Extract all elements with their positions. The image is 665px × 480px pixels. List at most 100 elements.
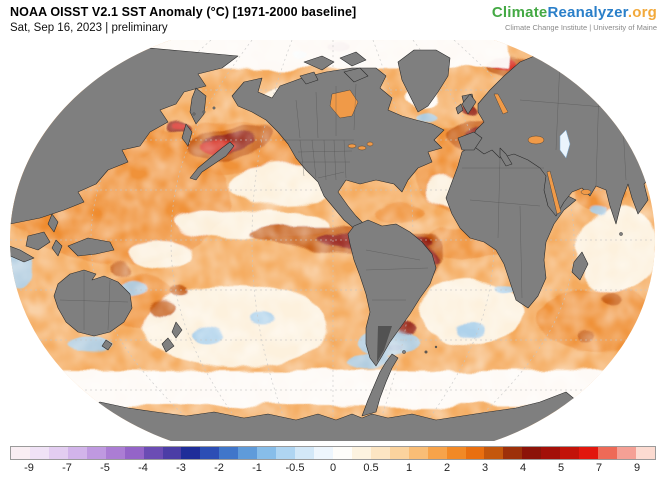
colorbar-tick-label: -3 <box>176 462 186 474</box>
sakhalin <box>181 123 193 147</box>
colorbar-segment <box>29 447 49 459</box>
brand-reanalyzer: Reanalyzer <box>547 4 628 21</box>
colorbar-segment <box>200 447 220 459</box>
iberia <box>457 131 483 151</box>
tasmania <box>101 339 113 351</box>
colorbar-tick-label: 3 <box>481 462 489 474</box>
japan <box>189 141 235 181</box>
page-title: NOAA OISST V2.1 SST Anomaly (°C) [1971-2… <box>10 5 357 19</box>
black-sea <box>527 135 545 145</box>
caspian-sea <box>559 129 571 159</box>
colorbar: -9 -7 -5 -4 -3 -2 -1 -0.5 0 0.5 1 2 3 4 5 7 9 <box>10 446 656 479</box>
dark-terrain-accents <box>377 326 438 362</box>
philippines <box>47 213 59 233</box>
sulawesi <box>51 239 63 257</box>
colorbar-segment <box>86 447 106 459</box>
colorbar-tick-label: -1 <box>252 462 262 474</box>
colorbar-gradient <box>10 446 656 460</box>
sumatra-java <box>10 243 35 263</box>
lakes-and-inland-seas <box>329 89 592 215</box>
colorbar-tick-label: -5 <box>100 462 110 474</box>
new-guinea <box>67 237 115 257</box>
colorbar-segment <box>635 447 655 459</box>
antarctic-peninsula <box>361 353 399 417</box>
colorbar-segment <box>219 447 239 459</box>
colorbar-segment <box>370 447 390 459</box>
colorbar-tick-label: 7 <box>595 462 603 474</box>
madagascar <box>571 251 589 281</box>
colorbar-segment <box>162 447 182 459</box>
colorbar-tick-label: -0.5 <box>285 462 305 474</box>
colorbar-segment <box>351 447 371 459</box>
colorbar-segment <box>446 447 466 459</box>
colorbar-segment <box>579 447 599 459</box>
greenland <box>397 49 451 113</box>
colorbar-segment <box>143 447 163 459</box>
great-lakes <box>357 145 367 151</box>
colorbar-tick-label: 0.5 <box>363 462 379 474</box>
colorbar-tick-label: 2 <box>443 462 451 474</box>
sri-lanka <box>619 232 623 236</box>
baltic-sea <box>493 93 509 115</box>
new-zealand-north <box>171 321 183 339</box>
great-lakes <box>366 141 374 147</box>
colorbar-segment <box>389 447 409 459</box>
colorbar-segment <box>105 447 125 459</box>
red-sea <box>546 170 562 215</box>
aleutian-island <box>202 110 206 114</box>
north-america <box>231 67 445 239</box>
borneo <box>25 231 51 251</box>
australia <box>53 269 133 337</box>
hudson-bay <box>329 89 359 119</box>
colorbar-segment <box>238 447 258 459</box>
arctic-islands <box>339 51 367 67</box>
new-zealand-south <box>161 337 175 353</box>
colorbar-segment <box>124 447 144 459</box>
colorbar-segment <box>427 447 447 459</box>
colorbar-tick-label: -7 <box>62 462 72 474</box>
colorbar-tick-label: 5 <box>557 462 565 474</box>
colorbar-segment <box>541 447 561 459</box>
colorbar-segment <box>181 447 201 459</box>
colorbar-tick-label: 4 <box>519 462 527 474</box>
colorbar-segment <box>522 447 542 459</box>
aleutian-island <box>192 112 196 116</box>
arctic-islands <box>303 55 335 71</box>
south-america <box>347 219 437 367</box>
persian-gulf <box>580 189 592 195</box>
climate-reanalyzer-logo[interactable]: ClimateReanalyzer.org Climate Change Ins… <box>492 4 657 32</box>
colorbar-segment <box>598 447 617 459</box>
map-interior <box>10 40 655 441</box>
colorbar-segment <box>560 447 580 459</box>
colorbar-tick-label: 0 <box>329 462 337 474</box>
colorbar-segment <box>67 447 87 459</box>
colorbar-segment <box>276 447 296 459</box>
colorbar-segment <box>484 447 504 459</box>
date-subtitle: Sat, Sep 16, 2023 | preliminary <box>10 22 168 34</box>
colorbar-segment <box>314 447 333 459</box>
colorbar-tick-label: -2 <box>214 462 224 474</box>
aleutian-island <box>212 106 216 110</box>
brand-tagline: Climate Change Institute | University of… <box>504 23 657 32</box>
colorbar-labels: -9 -7 -5 -4 -3 -2 -1 -0.5 0 0.5 1 2 3 4 5 7 9 <box>10 462 656 479</box>
colorbar-segment <box>11 447 30 459</box>
colorbar-tick-label: 9 <box>633 462 641 474</box>
britain <box>461 93 477 115</box>
colorbar-tick-label: -9 <box>24 462 34 474</box>
colorbar-tick-label: 1 <box>405 462 413 474</box>
colorbar-segment <box>257 447 277 459</box>
colorbar-segment <box>465 447 485 459</box>
brand-name: ClimateReanalyzer.org <box>492 4 657 21</box>
header: NOAA OISST V2.1 SST Anomaly (°C) [1971-2… <box>10 5 356 34</box>
great-lakes <box>347 143 357 149</box>
colorbar-segment <box>295 447 314 459</box>
colorbar-tick-label: -4 <box>138 462 148 474</box>
brand-org: .org <box>627 4 657 21</box>
colorbar-segment <box>48 447 68 459</box>
colorbar-segment <box>617 447 636 459</box>
colorbar-segment <box>408 447 428 459</box>
colorbar-segment <box>332 447 352 459</box>
brand-climate: Climate <box>491 4 548 21</box>
